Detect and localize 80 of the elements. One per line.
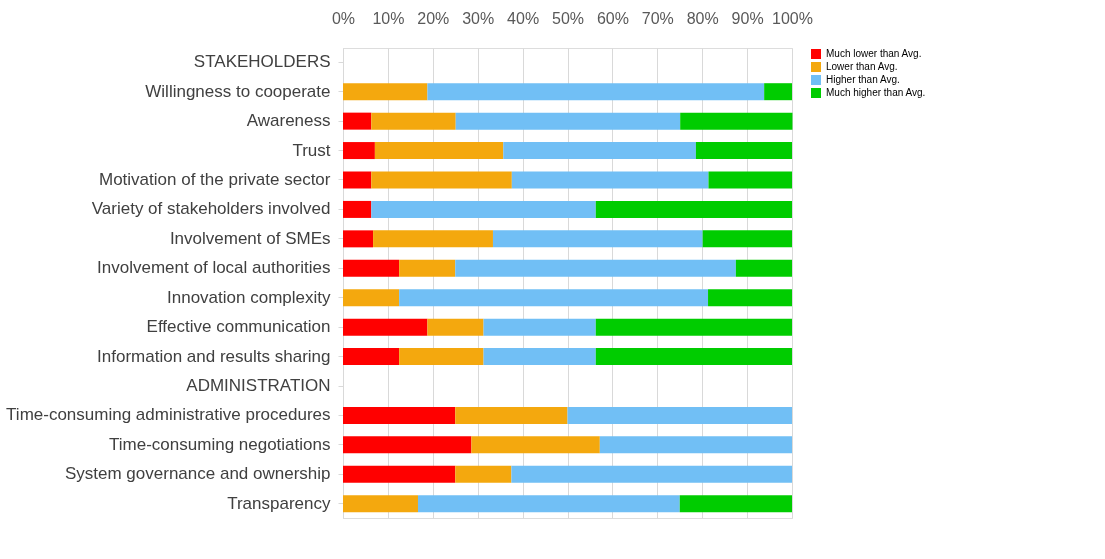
x-tick-label: 40% [507, 9, 540, 27]
legend-label: Lower than Avg. [826, 61, 898, 72]
x-tick-label: 100% [772, 9, 813, 27]
bar [702, 230, 792, 248]
bar [595, 200, 792, 218]
legend-label: Higher than Avg. [826, 74, 900, 85]
bar [343, 171, 372, 189]
bar [708, 171, 792, 189]
bar [399, 259, 456, 277]
bar [343, 495, 418, 513]
bar [708, 289, 792, 307]
bar [374, 142, 504, 160]
y-tick-label: Motivation of the private sector [98, 169, 331, 189]
x-tick-label: 70% [641, 9, 674, 27]
bar [343, 436, 472, 454]
x-tick-label: 0% [331, 9, 356, 27]
bar [503, 142, 696, 160]
bar [455, 259, 736, 277]
bar [373, 230, 493, 248]
y-tick-label: ADMINISTRATION [186, 376, 331, 396]
bar [427, 83, 765, 101]
y-tick-label: Time-consuming negotiations [109, 434, 331, 454]
x-tick-label: 30% [462, 9, 495, 27]
bar [595, 318, 792, 336]
bar [371, 200, 596, 218]
y-tick-label: Time-consuming administrative procedures [6, 405, 331, 425]
bar [680, 112, 793, 130]
bar [343, 465, 456, 483]
bar [343, 289, 400, 307]
bar [343, 348, 400, 366]
y-tick-label: Variety of stakeholders involved [91, 199, 331, 219]
y-tick-label: System governance and ownership [64, 464, 331, 484]
bar [343, 83, 428, 101]
x-tick-label: 20% [417, 9, 450, 27]
bar [343, 259, 400, 277]
bar [399, 348, 484, 366]
bar [595, 348, 792, 366]
bar [399, 289, 709, 307]
legend-label: Much lower than Avg. [826, 48, 922, 59]
bar [735, 259, 792, 277]
legend-label: Much higher than Avg. [826, 87, 926, 98]
y-tick-label: Involvement of SMEs [169, 228, 331, 248]
bar [343, 230, 374, 248]
bar [427, 318, 484, 336]
bar [455, 406, 568, 424]
y-tick-label: STAKEHOLDERS [193, 52, 331, 72]
bar [371, 171, 512, 189]
y-tick-label: Awareness [246, 111, 331, 131]
bar [492, 230, 703, 248]
bar [511, 171, 709, 189]
bar [455, 112, 681, 130]
bar [695, 142, 792, 160]
x-tick-label: 80% [686, 9, 719, 27]
x-tick-label: 60% [596, 9, 629, 27]
bar [567, 406, 792, 424]
bar [483, 348, 596, 366]
x-tick-label: 10% [372, 9, 405, 27]
bar [471, 436, 600, 454]
y-tick-label: Transparency [227, 493, 331, 513]
bar [764, 83, 792, 101]
y-tick-label: Willingness to cooperate [145, 81, 331, 101]
bar [455, 465, 512, 483]
bar [511, 465, 792, 483]
x-tick-label: 90% [731, 9, 764, 27]
bar [343, 318, 428, 336]
bar [417, 495, 680, 513]
bar [599, 436, 792, 454]
y-tick-label: Involvement of local authorities [97, 258, 331, 278]
bar [343, 406, 456, 424]
y-tick-label: Innovation complexity [167, 287, 331, 307]
bar [679, 495, 792, 513]
bar [343, 112, 372, 130]
bar [343, 200, 372, 218]
bar [483, 318, 596, 336]
x-tick-label: 50% [551, 9, 585, 27]
y-tick-label: Information and results sharing [97, 346, 331, 366]
y-tick-label: Trust [292, 140, 331, 160]
bar [343, 142, 375, 160]
y-tick-label: Effective communication [146, 317, 331, 337]
bar [371, 112, 456, 130]
